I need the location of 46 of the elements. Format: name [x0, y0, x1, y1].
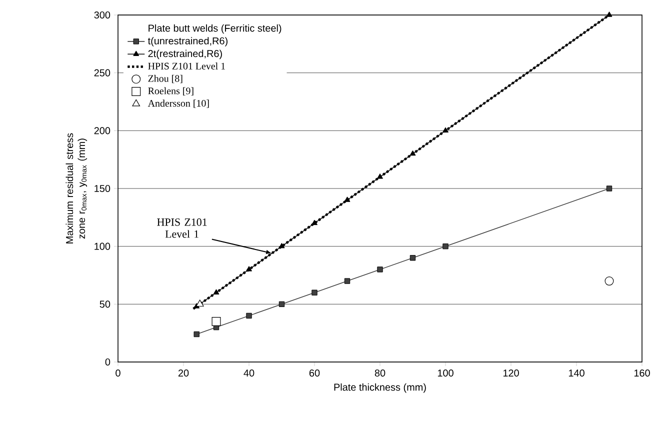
x-tick-label: 60 [309, 370, 320, 377]
x-tick-label: 120 [503, 370, 519, 377]
point [377, 266, 383, 272]
point [213, 289, 220, 294]
point [196, 300, 204, 307]
point [246, 312, 252, 319]
legend-label: HPIS Z101 Level 1 [148, 62, 225, 70]
point [246, 266, 252, 272]
point [606, 186, 612, 192]
point [312, 290, 318, 296]
point [442, 243, 448, 250]
y-tick-label: 150 [94, 184, 110, 192]
x-tick-label: 0 [116, 370, 120, 377]
y-tick-label: 250 [94, 69, 110, 76]
legend-label: t(unrestrained,R6) [148, 37, 228, 46]
x-axis-title: Plate thickness (mm) [334, 383, 426, 393]
point [194, 331, 200, 338]
y-tick-label: 300 [94, 11, 110, 19]
y-tick-label: 50 [100, 300, 110, 308]
x-tick-label: 20 [178, 370, 189, 377]
point [278, 242, 285, 248]
legend-title: Plate butt welds (Ferritic steel) [148, 24, 282, 34]
point [604, 276, 614, 286]
y-tick-label: 200 [94, 127, 110, 134]
point [278, 301, 285, 308]
point [344, 278, 350, 284]
x-tick-label: 160 [634, 370, 650, 377]
y-tick-label: 100 [94, 242, 110, 250]
x-tick-label: 100 [438, 370, 454, 377]
point [376, 173, 384, 179]
legend-label: Zhou [8] [148, 74, 182, 84]
point [311, 220, 318, 226]
y-tick-label: 0 [105, 358, 110, 366]
point [212, 317, 221, 326]
annotation: HPIS Z101 Level 1 [157, 218, 207, 238]
point [410, 150, 416, 156]
x-tick-label: 40 [244, 370, 254, 377]
x-tick-label: 80 [374, 370, 386, 377]
point [410, 255, 416, 261]
point [344, 196, 350, 202]
legend-label: Roelens [9] [148, 87, 194, 96]
point [606, 12, 612, 17]
legend-label: Andersson [10] [148, 100, 209, 108]
legend-label: 2t(restrained,R6) [148, 50, 222, 60]
x-tick-label: 140 [568, 370, 584, 377]
point [442, 127, 449, 133]
